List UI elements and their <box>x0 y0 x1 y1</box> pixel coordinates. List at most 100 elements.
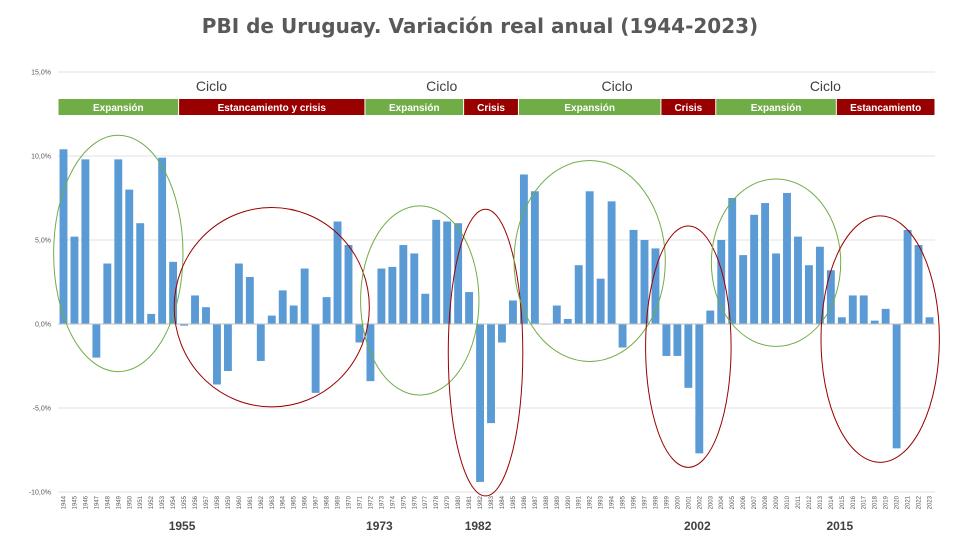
x-tick-label: 1992 <box>588 495 594 509</box>
bar-1946 <box>81 159 90 324</box>
bar-2011 <box>794 236 802 324</box>
x-tick-label: 1973 <box>379 495 385 509</box>
marker-years: 1955 1973 1982 2002 2015 <box>169 519 854 533</box>
bar-1985 <box>508 300 517 324</box>
phase-label: Expansión <box>93 103 144 114</box>
x-tick-label: 1976 <box>412 495 418 509</box>
bar-1960 <box>234 263 243 324</box>
x-tick-label: 1996 <box>632 495 638 509</box>
bar-2002 <box>695 324 704 454</box>
x-tick-label: 1964 <box>281 495 287 509</box>
bar-2016 <box>848 295 857 324</box>
x-tick-label: 1955 <box>182 495 188 509</box>
bar-1981 <box>465 292 474 324</box>
phase-label: Expansión <box>564 103 615 114</box>
bar-1953 <box>158 157 167 324</box>
bar-2020 <box>892 324 901 449</box>
x-tick-label: 1972 <box>368 495 374 509</box>
gridlines <box>58 71 935 493</box>
x-tick-label: 2007 <box>752 495 758 509</box>
crisis-ellipse <box>820 215 940 463</box>
x-tick-label: 1977 <box>423 495 429 509</box>
bar-2003 <box>706 310 715 324</box>
bar-2004 <box>717 240 726 324</box>
y-tick-label: -5,0% <box>33 406 51 413</box>
x-tick-label: 1982 <box>478 495 484 509</box>
marker-year: 2002 <box>684 519 711 533</box>
x-tick-label: 2003 <box>708 495 714 509</box>
x-tick-label: 1954 <box>171 495 177 509</box>
x-axis-labels: 1944 1945 1946 1947 1948 1949 1950 1951 1952 1953… <box>61 495 933 509</box>
cycle-ellipses <box>53 134 940 497</box>
x-tick-label: 1991 <box>577 495 583 509</box>
bar-1955 <box>180 324 189 326</box>
cycle-headers: Ciclo Expansión Estancamiento y crisis Cicl… <box>58 78 935 115</box>
x-tick-label: 2000 <box>675 495 681 509</box>
x-tick-label: 1960 <box>237 495 243 509</box>
bar-1987 <box>530 191 539 324</box>
bar-2009 <box>772 253 780 324</box>
bar-1947 <box>92 324 101 358</box>
bar-1957 <box>202 307 210 324</box>
bar-2008 <box>761 203 770 324</box>
crisis-ellipse <box>447 208 524 497</box>
y-tick-label: 10,0% <box>31 154 51 161</box>
bar-1998 <box>651 248 660 324</box>
bar-1976 <box>410 253 419 324</box>
bar-1945 <box>70 236 79 324</box>
x-tick-label: 1950 <box>127 495 133 509</box>
bar-1950 <box>125 189 134 324</box>
expansion-ellipse <box>513 159 666 363</box>
bar-2005 <box>728 198 737 324</box>
x-tick-label: 2018 <box>873 495 879 509</box>
bar-2010 <box>783 192 791 324</box>
marker-year: 1982 <box>465 519 492 533</box>
x-tick-label: 1990 <box>566 495 572 509</box>
y-tick-label: 15,0% <box>31 70 51 77</box>
bar-1989 <box>552 305 561 324</box>
x-tick-label: 2015 <box>840 495 846 509</box>
x-tick-label: 2017 <box>862 495 868 509</box>
cycle-label: Ciclo <box>426 78 457 94</box>
bar-2017 <box>859 295 868 324</box>
bar-2019 <box>881 308 890 324</box>
bar-1958 <box>213 324 221 385</box>
bar-1986 <box>519 174 528 324</box>
x-tick-label: 2019 <box>884 495 890 509</box>
bar-2012 <box>804 265 813 324</box>
x-tick-label: 1967 <box>314 495 320 509</box>
x-tick-label: 2008 <box>763 495 769 509</box>
phase-label: Expansión <box>389 103 440 114</box>
bar-1994 <box>607 201 616 324</box>
bar-1944 <box>59 149 68 324</box>
x-tick-label: 1952 <box>149 495 155 509</box>
bar-1984 <box>498 324 506 343</box>
x-tick-label: 1945 <box>72 495 78 509</box>
bar-2013 <box>815 246 824 324</box>
x-tick-label: 1987 <box>533 495 539 509</box>
phase-label: Estancamiento y crisis <box>218 103 327 114</box>
x-tick-label: 2006 <box>741 495 747 509</box>
x-tick-label: 1961 <box>248 495 254 509</box>
marker-year: 1973 <box>366 519 393 533</box>
x-tick-label: 2004 <box>719 495 725 509</box>
bar-1993 <box>596 278 605 324</box>
crisis-band <box>464 99 518 115</box>
x-tick-label: 2001 <box>686 495 692 509</box>
x-tick-label: 2016 <box>851 495 857 509</box>
crisis-ellipse <box>645 225 732 468</box>
bar-1968 <box>322 297 331 324</box>
x-tick-label: 2011 <box>796 495 802 509</box>
bar-2018 <box>870 320 879 324</box>
y-axis-labels: -10,0% -5,0% 0,0% 5,0% 10,0% 15,0% <box>29 70 51 497</box>
x-tick-label: 2014 <box>829 495 835 509</box>
bar-1967 <box>311 324 320 393</box>
bar-1997 <box>640 240 649 324</box>
x-tick-label: 1958 <box>215 495 221 509</box>
bar-1975 <box>399 245 408 324</box>
x-tick-label: 1951 <box>138 495 144 509</box>
bar-1999 <box>662 324 671 356</box>
x-tick-label: 2021 <box>906 495 912 509</box>
bar-2022 <box>914 245 923 324</box>
